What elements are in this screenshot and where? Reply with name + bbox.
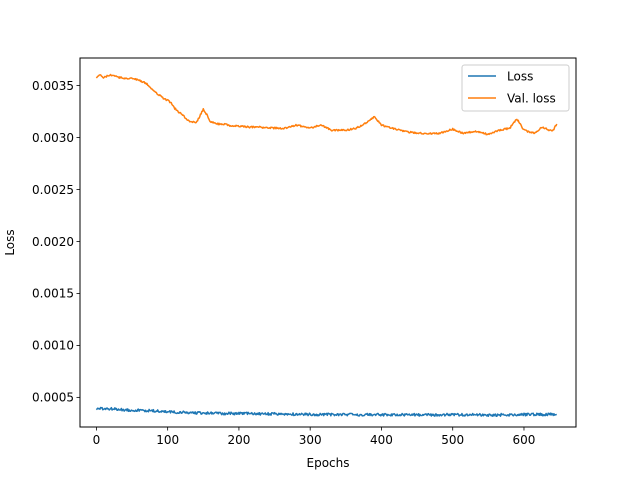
y-tick-label: 0.0005 [32, 391, 74, 405]
y-tick-label: 0.0020 [32, 235, 74, 249]
axes-frame [79, 57, 577, 428]
legend-label-val-loss: Val. loss [507, 91, 556, 105]
x-tick-label: 200 [227, 433, 250, 447]
y-tick-label: 0.0015 [32, 287, 74, 301]
y-tick-label: 0.0025 [32, 183, 74, 197]
y-tick-label: 0.0010 [32, 339, 74, 353]
series-layer [95, 73, 558, 418]
x-tick-label: 0 [93, 433, 101, 447]
axes: 0 100 200 300 400 500 600 0.0005 0.0010 0.0015 0.0… [3, 57, 577, 470]
x-tick-label: 100 [156, 433, 179, 447]
y-tick-label: 0.0030 [32, 131, 74, 145]
series-line-loss [95, 406, 557, 418]
legend: Loss Val. loss [461, 64, 570, 112]
y-tick-label: 0.0035 [32, 79, 74, 93]
plot-background [80, 58, 576, 427]
series-line-val-loss [95, 73, 558, 136]
x-axis-label: Epochs [307, 456, 350, 470]
x-tick-label: 400 [370, 433, 393, 447]
plot-area [80, 58, 576, 427]
x-tick-label: 600 [513, 433, 536, 447]
legend-label-loss: Loss [507, 69, 533, 83]
x-tick-label: 500 [441, 433, 464, 447]
y-axis-label: Loss [3, 229, 17, 255]
x-tick-label: 300 [299, 433, 322, 447]
